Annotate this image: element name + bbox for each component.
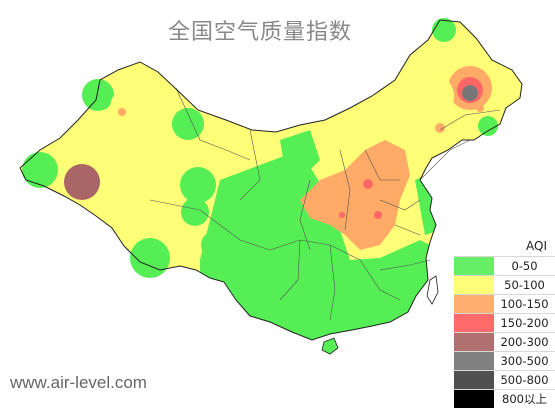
- province-line: [394, 224, 421, 236]
- green-field-south: [200, 150, 440, 340]
- legend-label: 200-300: [494, 333, 555, 351]
- yellow-blob: [110, 86, 154, 130]
- legend-label: 150-200: [494, 314, 555, 332]
- legend-swatch: [454, 276, 494, 294]
- legend-item: 200-300: [454, 332, 555, 351]
- province-line: [364, 149, 400, 181]
- site-credit: www.air-level.com: [10, 373, 147, 392]
- legend-swatch: [454, 333, 494, 351]
- province-line: [379, 259, 431, 271]
- gray-field-northeast: [462, 85, 478, 101]
- green-blob: [478, 116, 498, 136]
- legend-label: 500-800: [494, 371, 555, 389]
- green-blob: [172, 108, 204, 140]
- red-spot: [363, 179, 373, 189]
- green-blob: [201, 231, 229, 259]
- province-line: [269, 239, 361, 261]
- province-borders: [149, 87, 501, 321]
- aqi-legend: AQI 0-50 50-100 100-150 150-200 200-300 …: [454, 236, 555, 408]
- legend-item: 800以上: [454, 389, 555, 408]
- province-line: [175, 87, 251, 161]
- province-line: [149, 199, 271, 251]
- legend-item: 100-150: [454, 294, 555, 313]
- province-line: [419, 139, 471, 181]
- green-blob: [130, 238, 170, 278]
- province-line: [329, 244, 336, 321]
- legend-item: 0-50: [454, 256, 555, 275]
- legend-label: 300-500: [494, 352, 555, 370]
- yellow-blob: [66, 132, 94, 160]
- taiwan-island: [426, 275, 439, 305]
- aqi-fields: [200, 66, 492, 340]
- legend-item: 300-500: [454, 351, 555, 370]
- hainan-island: [321, 337, 339, 355]
- legend-item: 150-200: [454, 313, 555, 332]
- yellow-blob: [410, 74, 454, 118]
- legend-swatch: [454, 390, 494, 408]
- page-title: 全国空气质量指数: [167, 20, 352, 45]
- legend-swatch: [454, 295, 494, 313]
- legend-swatch: [454, 314, 494, 332]
- red-spot: [374, 211, 382, 219]
- province-line: [299, 179, 311, 251]
- green-field-central: [280, 130, 320, 180]
- legend-swatch: [454, 257, 494, 275]
- legend-label: 800以上: [494, 390, 555, 408]
- legend-item: 500-800: [454, 370, 555, 389]
- orange-spot: [476, 104, 484, 112]
- green-blob: [82, 79, 114, 111]
- orange-spot: [435, 123, 445, 133]
- province-line: [279, 239, 301, 301]
- province-line: [439, 109, 501, 131]
- legend-label: 100-150: [494, 295, 555, 313]
- province-line: [239, 129, 261, 201]
- green-blob: [22, 152, 58, 188]
- yellow-field-gansu: [225, 130, 270, 160]
- orange-field-north-china: [300, 140, 410, 250]
- legend-title: AQI: [526, 239, 547, 253]
- legend-label: 50-100: [494, 276, 555, 294]
- red-spot: [339, 212, 345, 218]
- legend-swatch: [454, 371, 494, 389]
- yellow-blob: [120, 132, 160, 172]
- orange-spot: [118, 108, 126, 116]
- green-blob: [180, 167, 216, 203]
- brown-blob: [64, 164, 100, 200]
- legend-item: 50-100: [454, 275, 555, 294]
- legend-label: 0-50: [494, 257, 555, 275]
- legend-swatch: [454, 352, 494, 370]
- province-line: [379, 199, 421, 211]
- province-line: [359, 259, 401, 301]
- aqi-blobs-west: [22, 79, 229, 278]
- province-line: [339, 149, 351, 231]
- green-blob: [181, 198, 209, 226]
